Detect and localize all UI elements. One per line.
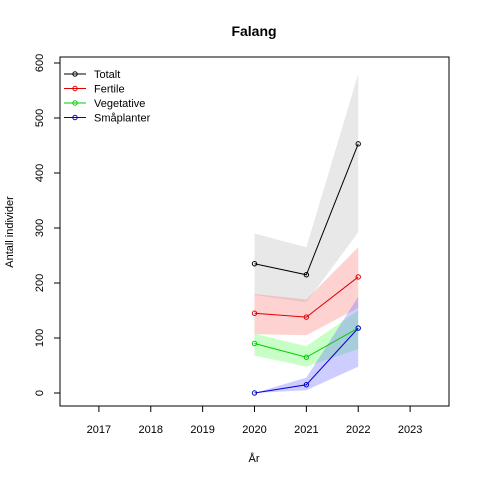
- x-axis-label: År: [249, 452, 260, 465]
- y-tick-label-2: 200: [34, 274, 46, 292]
- legend-marker-2: [72, 100, 78, 106]
- y-axis: 0 100 200 300 400 500 600: [34, 54, 60, 396]
- point-series-0-1: [303, 272, 310, 278]
- point-series-1-2: [355, 274, 361, 280]
- x-tick-label-2: 2019: [190, 424, 214, 436]
- band-series-2: [254, 310, 359, 367]
- series-lines: [254, 143, 359, 394]
- band-series-3: [254, 296, 359, 393]
- point-series-2-1: [303, 354, 310, 360]
- legend-label-1: Fertile: [94, 84, 125, 96]
- legend-label-0: Totalt: [94, 69, 120, 81]
- point-series-0-2: [355, 141, 361, 147]
- x-tick-label-0: 2017: [87, 424, 111, 436]
- legend-label-3: Småplanter: [94, 113, 151, 125]
- point-series-0-0: [251, 261, 258, 267]
- x-tick-label-3: 2020: [242, 424, 266, 436]
- x-tick-label-4: 2021: [294, 424, 318, 436]
- legend-marker-3: [72, 114, 78, 121]
- line-series-1: [254, 276, 359, 318]
- series-points: [251, 141, 361, 396]
- x-axis: 2017 2018 2019 2020 2021 2022 2023: [87, 406, 422, 436]
- band-series-0: [254, 74, 359, 303]
- legend-marker-1: [72, 85, 78, 92]
- y-tick-label-3: 300: [34, 219, 46, 237]
- point-series-3-2: [355, 325, 361, 331]
- legend-label-2: Vegetative: [94, 98, 145, 110]
- point-series-3-0: [251, 390, 258, 396]
- legend: Totalt Fertile Vegetative Småplanter: [64, 69, 151, 125]
- band-series-1: [254, 247, 359, 336]
- y-tick-label-5: 500: [34, 109, 46, 127]
- y-axis-label: Antall individer: [4, 196, 16, 268]
- y-tick-label-6: 600: [34, 54, 46, 72]
- legend-marker-0: [72, 71, 78, 77]
- x-tick-label-1: 2018: [139, 424, 163, 436]
- y-tick-label-1: 100: [34, 329, 46, 347]
- point-series-2-0: [251, 340, 258, 347]
- y-tick-label-0: 0: [34, 390, 46, 396]
- point-series-3-1: [303, 382, 310, 388]
- line-series-3: [254, 327, 359, 394]
- y-tick-label-4: 400: [34, 164, 46, 182]
- chart-title: Falang: [231, 23, 276, 39]
- line-series-0: [254, 143, 359, 276]
- confidence-bands: [254, 74, 359, 393]
- line-series-2: [254, 327, 359, 358]
- x-tick-label-6: 2023: [398, 424, 422, 436]
- point-series-1-1: [303, 314, 310, 320]
- point-series-1-0: [251, 310, 258, 316]
- x-tick-label-5: 2022: [346, 424, 370, 436]
